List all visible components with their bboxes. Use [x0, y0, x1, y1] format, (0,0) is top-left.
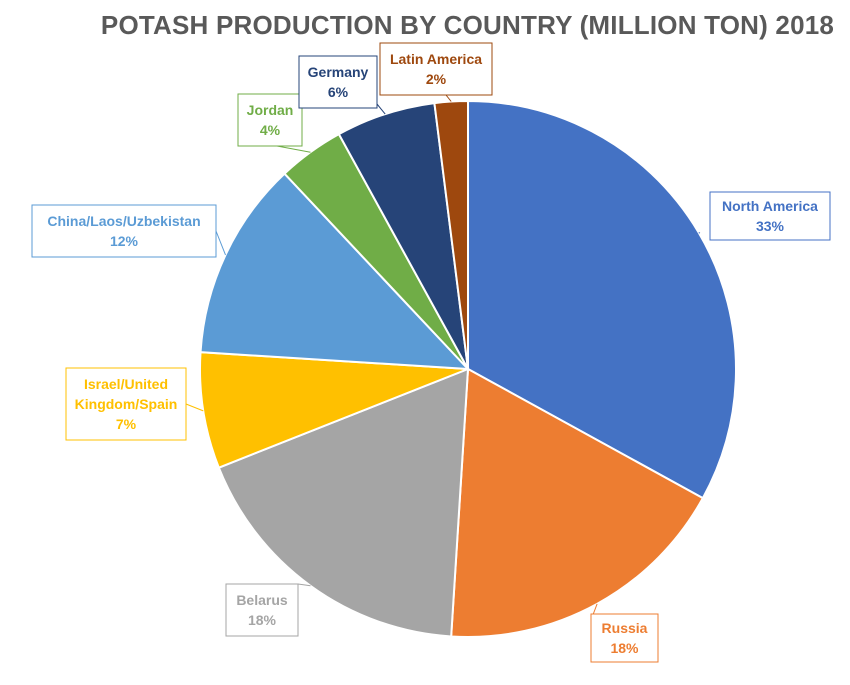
data-label-name: Israel/United	[84, 376, 168, 392]
data-label-jordan: Jordan 4%	[237, 93, 311, 153]
data-label-box	[65, 367, 187, 441]
chart-title: POTASH PRODUCTION BY COUNTRY (MILLION TO…	[100, 10, 835, 40]
data-label-latin-america: Latin America 2%	[379, 42, 493, 102]
data-label-box	[225, 583, 299, 637]
pie-slice-belarus	[217, 367, 470, 638]
pie-slice-china-laos-uzbekistan	[199, 172, 471, 371]
data-label-value: 18%	[610, 640, 639, 656]
data-label-name: Kingdom/Spain	[75, 396, 178, 412]
data-label-name: Russia	[602, 620, 648, 636]
data-label-name: North America	[722, 198, 818, 214]
data-label-belarus: Belarus 18%	[225, 583, 311, 637]
data-label-value: 6%	[328, 84, 349, 100]
data-label-value: 18%	[248, 612, 277, 628]
data-label-value: 33%	[756, 218, 785, 234]
data-label-box	[379, 42, 493, 96]
data-label-israel-united-kingdom-spain: Israel/United Kingdom/Spain 7%	[65, 367, 204, 441]
pie-slices	[199, 99, 737, 638]
data-label-russia: Russia 18%	[590, 603, 659, 663]
data-label-box	[237, 93, 303, 147]
data-label-value: 2%	[426, 71, 447, 87]
data-label-germany: Germany 6%	[298, 55, 386, 115]
pie-slice-israel-united-kingdom-spain	[199, 351, 469, 469]
data-label-value: 7%	[116, 416, 137, 432]
data-label-name: Latin America	[390, 51, 482, 67]
data-label-box	[709, 191, 831, 241]
leader-line	[376, 103, 386, 115]
leader-line	[215, 230, 226, 256]
data-label-box	[31, 204, 217, 258]
data-label-china-laos-uzbekistan: China/Laos/Uzbekistan 12%	[31, 204, 226, 258]
data-label-box	[298, 55, 378, 109]
data-label-value: 4%	[260, 122, 281, 138]
leader-line	[185, 403, 204, 412]
leader-line	[445, 94, 452, 102]
leader-line	[297, 583, 311, 587]
pie-slice-russia	[450, 367, 705, 638]
data-label-name: China/Laos/Uzbekistan	[47, 213, 200, 229]
data-label-box	[590, 613, 659, 663]
data-label-name: Belarus	[236, 592, 288, 608]
pie-labels: North America 33% Russia 18% Belarus 18% Israe…	[31, 42, 831, 663]
data-label-name: Jordan	[247, 102, 294, 118]
pie-slice-north-america	[467, 99, 737, 500]
leader-line	[276, 145, 311, 153]
pie-slice-latin-america	[433, 99, 469, 370]
data-label-north-america: North America 33%	[698, 191, 831, 241]
data-label-value: 12%	[110, 233, 139, 249]
data-label-name: Germany	[308, 64, 369, 80]
